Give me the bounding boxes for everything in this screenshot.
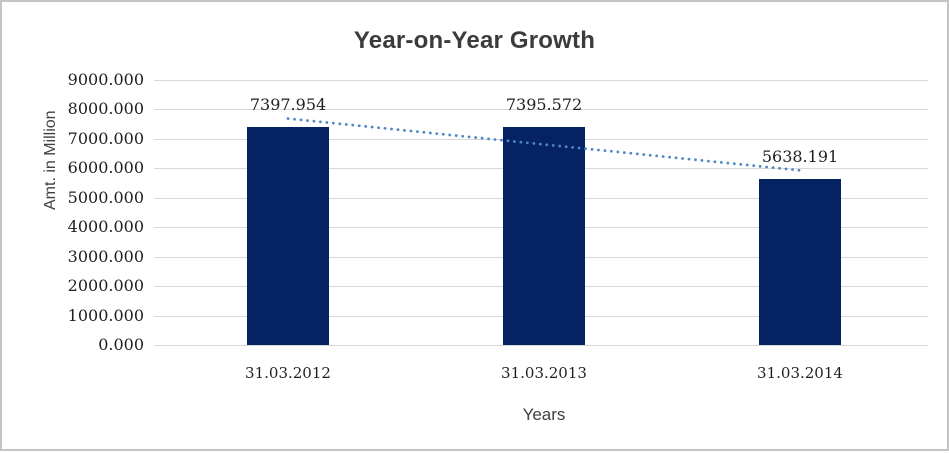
bar-31.03.2013 <box>503 127 585 345</box>
data-label: 5638.191 <box>761 146 839 166</box>
y-tick-label: 3000.000 <box>67 246 144 266</box>
y-tick-label: 8000.000 <box>67 99 144 119</box>
y-tick-label: 9000.000 <box>67 70 144 89</box>
y-tick-label: 2000.000 <box>67 276 144 296</box>
y-tick-label: 4000.000 <box>67 217 144 237</box>
x-tick-label: 31.03.2012 <box>245 364 331 382</box>
chart-title: Year-on-Year Growth <box>353 27 596 54</box>
gridline <box>154 109 928 111</box>
gridline <box>154 345 928 346</box>
bar-31.03.2014 <box>759 178 841 345</box>
gridline <box>154 80 928 81</box>
y-tick-label: 1000.000 <box>67 305 144 325</box>
x-tick-label: 31.03.2013 <box>501 364 587 382</box>
y-tick-label: 7000.000 <box>67 128 144 148</box>
y-tick-label: 6000.000 <box>67 158 144 178</box>
x-axis-title: Years <box>522 405 566 424</box>
x-tick-label: 31.03.2014 <box>757 364 843 382</box>
y-tick-label: 0.000 <box>98 335 144 354</box>
data-label: 7395.572 <box>505 95 583 115</box>
bar-31.03.2012 <box>247 127 329 345</box>
y-tick-label: 5000.000 <box>67 187 144 207</box>
data-label: 7397.954 <box>249 95 327 115</box>
